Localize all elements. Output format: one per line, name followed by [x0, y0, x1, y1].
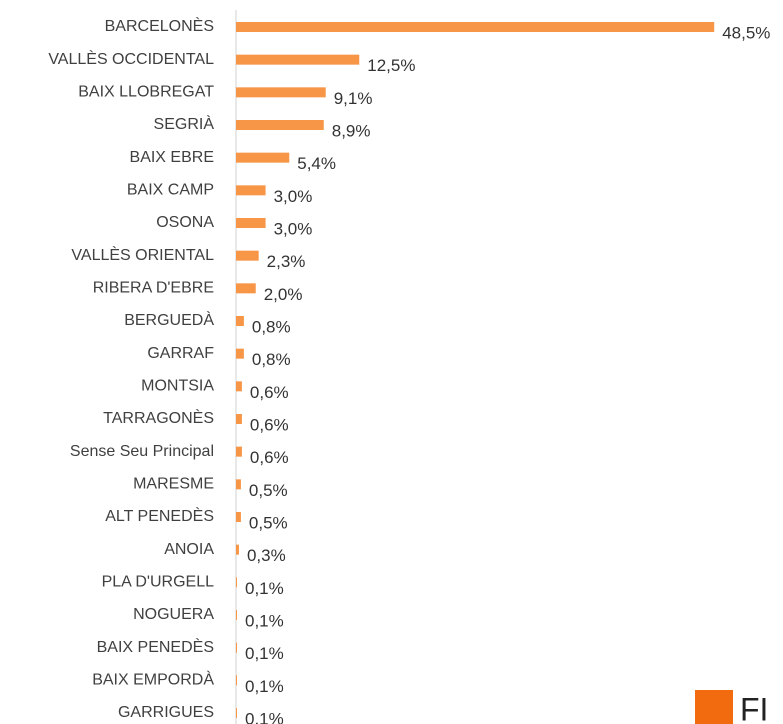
bar [236, 87, 326, 98]
category-label: BAIX LLOBREGAT [78, 84, 214, 101]
value-label: 0,6% [250, 448, 289, 467]
value-label: 0,6% [250, 415, 289, 434]
category-label: BAIX EMPORDÀ [92, 670, 214, 689]
bar [236, 512, 241, 522]
category-label: RIBERA D'EBRE [93, 280, 214, 297]
bar [236, 348, 244, 359]
bar [236, 54, 360, 65]
logo-text: FI [740, 691, 768, 724]
value-label: 3,0% [274, 219, 313, 238]
bar [236, 381, 242, 392]
value-label: 2,3% [267, 252, 306, 271]
bar [236, 708, 237, 718]
bar [236, 250, 259, 261]
category-label: BAIX PENEDÈS [97, 637, 214, 656]
value-label: 9,1% [334, 89, 373, 108]
bar [236, 218, 266, 228]
category-label: VALLÈS ORIENTAL [71, 245, 214, 264]
value-label: 0,8% [252, 350, 291, 369]
bar [236, 120, 324, 130]
category-label: NOGUERA [133, 606, 214, 623]
value-label: 0,1% [245, 709, 284, 724]
value-label: 12,5% [367, 56, 415, 75]
bar [236, 414, 242, 424]
bar [236, 642, 237, 653]
bar [236, 610, 237, 620]
category-label: OSONA [156, 214, 214, 231]
bar [236, 577, 237, 588]
category-label: BARCELONÈS [105, 16, 214, 35]
category-label: BAIX CAMP [127, 182, 214, 199]
category-label: TARRAGONÈS [103, 408, 214, 427]
bar [236, 675, 237, 686]
value-label: 0,5% [249, 513, 288, 532]
value-label: 0,3% [247, 546, 286, 565]
category-label: ANOIA [164, 541, 214, 558]
value-label: 0,8% [252, 317, 291, 336]
bar [236, 544, 239, 555]
category-label: GARRAF [147, 345, 214, 362]
bar [236, 22, 715, 32]
value-label: 5,4% [297, 154, 336, 173]
category-label: VALLÈS OCCIDENTAL [48, 49, 214, 68]
category-label: SEGRIÀ [154, 114, 215, 133]
bar [236, 185, 266, 196]
bar [236, 283, 256, 294]
category-label: BAIX EBRE [130, 149, 214, 166]
value-label: 0,1% [245, 644, 284, 663]
category-label: MARESME [133, 476, 214, 493]
bar [236, 446, 242, 457]
value-label: 2,0% [264, 285, 303, 304]
value-label: 8,9% [332, 121, 371, 140]
value-label: 3,0% [274, 187, 313, 206]
value-label: 0,1% [245, 611, 284, 630]
logo-mark [695, 690, 733, 724]
bar [236, 316, 244, 326]
value-label: 0,5% [249, 481, 288, 500]
category-label: ALT PENEDÈS [105, 506, 214, 525]
category-label: PLA D'URGELL [102, 574, 215, 591]
value-label: 48,5% [722, 23, 770, 42]
value-label: 0,1% [245, 677, 284, 696]
bar [236, 479, 241, 490]
category-label: Sense Seu Principal [70, 443, 214, 460]
bar [236, 152, 290, 163]
category-label: GARRIGUES [118, 704, 214, 721]
category-label: BERGUEDÀ [124, 310, 214, 329]
value-label: 0,6% [250, 383, 289, 402]
category-label: MONTSIA [141, 378, 214, 395]
value-label: 0,1% [245, 579, 284, 598]
